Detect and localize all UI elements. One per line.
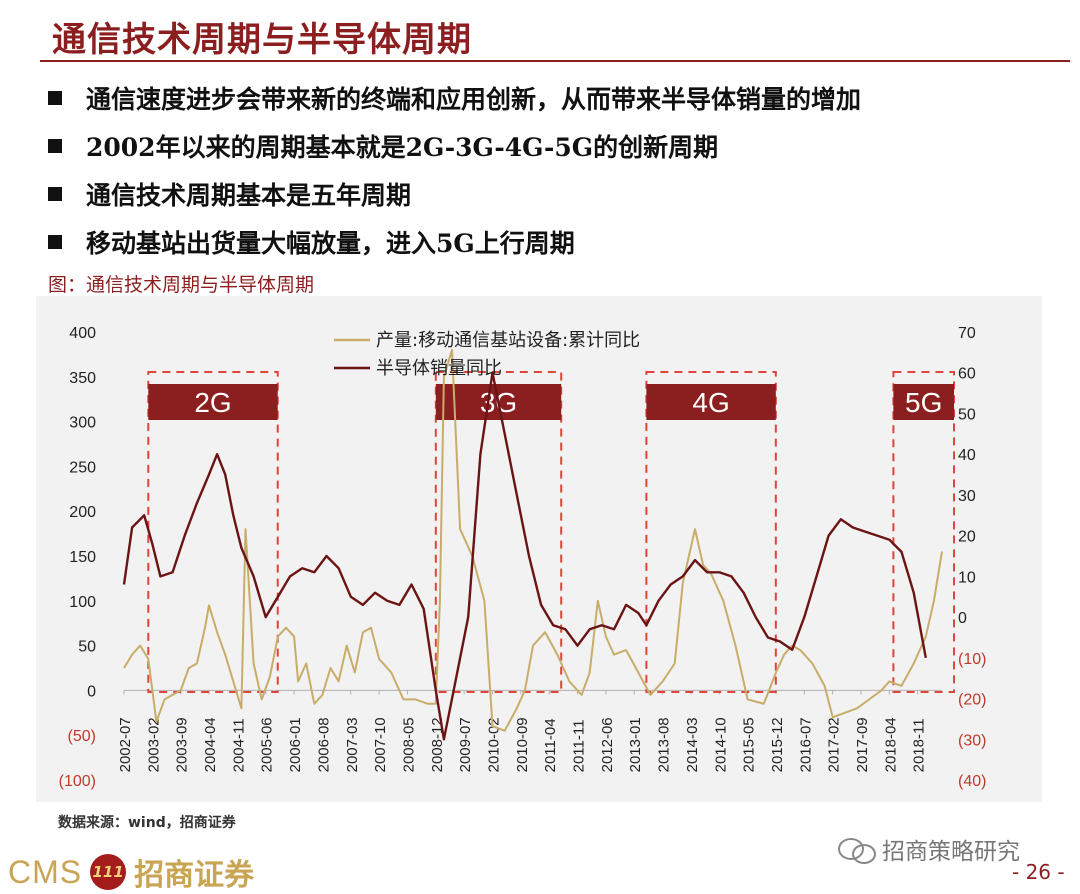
y-right-tick-label: 70 [958, 325, 976, 342]
x-tick-label: 2010-09 [514, 717, 531, 772]
y-right-tick-label: (30) [958, 732, 986, 749]
bullet-square-icon [48, 235, 62, 249]
y-right-tick-label: 0 [958, 610, 967, 627]
y-left-tick-label: 150 [69, 549, 96, 566]
page-number: - 26 - [1012, 860, 1065, 884]
bullet-square-icon [48, 139, 62, 153]
x-tick-label: 2011-04 [542, 718, 559, 772]
y-right-tick-label: (20) [958, 692, 986, 709]
y-left-tick-label: 50 [78, 639, 96, 656]
phase-label-bg [148, 384, 278, 420]
logo-cn-text: 招商证券 [134, 858, 255, 893]
y-right-tick-label: (10) [958, 651, 986, 668]
x-tick-label: 2015-05 [741, 717, 758, 772]
company-logo: CMS 111 招商证券 [8, 850, 254, 894]
x-tick-label: 2004-04 [202, 717, 219, 772]
legend-label: 半导体销量同比 [376, 358, 502, 379]
logo-cms-text: CMS [8, 853, 83, 890]
x-tick-label: 2016-07 [797, 717, 814, 772]
x-tick-label: 2003-09 [174, 717, 191, 772]
title-divider [40, 60, 1070, 62]
y-left-tick-label: 0 [87, 683, 96, 700]
x-tick-label: 2011-11 [571, 720, 588, 773]
x-tick-label: 2014-10 [712, 717, 729, 772]
phase-label: 2G [194, 387, 231, 418]
x-tick-label: 2008-12 [429, 717, 446, 772]
bullet-text: 通信技术周期基本是五年周期 [86, 181, 412, 210]
y-right-tick-label: 10 [958, 569, 976, 586]
x-tick-label: 2008-05 [400, 717, 417, 772]
y-left-tick-label: 300 [69, 415, 96, 432]
chart-panel: 400 350 300 250 200 150 100 50 0 (50) (100) 70 60 50 4… [36, 296, 1042, 802]
y-right-tick-label: 20 [958, 529, 976, 546]
phase-label: 4G [692, 387, 729, 418]
y-left-tick-label: (100) [59, 773, 96, 790]
bullet-square-icon [48, 187, 62, 201]
bullet-item: 移动基站出货量大幅放量，进入5G上行周期 [48, 218, 1068, 266]
wechat-watermark: 招商策略研究 [838, 832, 1020, 866]
x-tick-label: 2002-07 [117, 717, 134, 772]
phase-label: 5G [905, 387, 942, 418]
x-tick-label: 2003-02 [145, 717, 162, 772]
x-tick-label: 2006-01 [287, 717, 304, 772]
phase-label-bg [646, 384, 776, 420]
x-tick-label: 2017-09 [854, 717, 871, 772]
y-left-tick-label: 250 [69, 459, 96, 476]
y-left-tick-label: 400 [69, 325, 96, 342]
x-tick-label: 2013-08 [656, 717, 673, 772]
wechat-icon [838, 836, 876, 864]
x-tick-label: 2015-12 [769, 717, 786, 772]
series-line-base-station [123, 348, 943, 732]
x-tick-label: 2006-08 [315, 717, 332, 772]
x-tick-label: 2017-02 [826, 717, 843, 772]
x-tick-label: 2007-03 [344, 717, 361, 772]
y-right-tick-label: 40 [958, 447, 976, 464]
watermark-text: 招商策略研究 [882, 839, 1020, 865]
y-left-tick-label: (50) [68, 728, 96, 745]
bullet-item: 2002年以来的周期基本就是2G-3G-4G-5G的创新周期 [48, 122, 1068, 170]
x-tick-label: 2007-10 [372, 717, 389, 772]
y-left-tick-label: 100 [69, 594, 96, 611]
x-tick-label: 2004-11 [230, 718, 247, 772]
phase-box [434, 371, 563, 693]
legend-label: 产量:移动通信基站设备:累计同比 [376, 330, 640, 351]
phase-label-bg [893, 384, 954, 420]
x-tick-label: 2013-01 [627, 717, 644, 772]
x-tick-label: 2018-04 [882, 717, 899, 772]
slide-title: 通信技术周期与半导体周期 [52, 20, 472, 60]
y-left-tick-label: 200 [69, 504, 96, 521]
bullet-list: 通信速度进步会带来新的终端和应用创新，从而带来半导体销量的增加 2002年以来的… [48, 74, 1068, 266]
series-line-semiconductor [122, 371, 927, 741]
x-tick-label: 2005-06 [259, 717, 276, 772]
bullet-text: 通信速度进步会带来新的终端和应用创新，从而带来半导体销量的增加 [86, 85, 862, 114]
y-right-tick-label: 50 [958, 406, 976, 423]
x-tick-label: 2012-06 [599, 717, 616, 772]
y-left-tick-label: 350 [69, 370, 96, 387]
bullet-text: 2002年以来的周期基本就是2G-3G-4G-5G的创新周期 [86, 133, 719, 162]
y-right-tick-label: 60 [958, 366, 976, 383]
bullet-item: 通信速度进步会带来新的终端和应用创新，从而带来半导体销量的增加 [48, 74, 1068, 122]
figure-caption: 图：通信技术周期与半导体周期 [48, 274, 315, 296]
bullet-text: 移动基站出货量大幅放量，进入5G上行周期 [86, 229, 575, 258]
y-right-tick-label: (40) [958, 773, 986, 790]
phase-box [892, 371, 956, 693]
x-tick-label: 2018-11 [911, 718, 928, 772]
x-tick-label: 2014-03 [684, 717, 701, 772]
bullet-square-icon [48, 91, 62, 105]
x-tick-label: 2010-02 [486, 717, 503, 772]
y-right-tick-label: 30 [958, 488, 976, 505]
data-source: 数据来源：wind，招商证券 [58, 815, 236, 831]
chart-svg: 400350300250200150100500(50)(100)7060504… [59, 325, 987, 790]
bullet-item: 通信技术周期基本是五年周期 [48, 170, 1068, 218]
x-tick-label: 2009-07 [457, 717, 474, 772]
logo-mark-icon: 111 [90, 854, 127, 890]
